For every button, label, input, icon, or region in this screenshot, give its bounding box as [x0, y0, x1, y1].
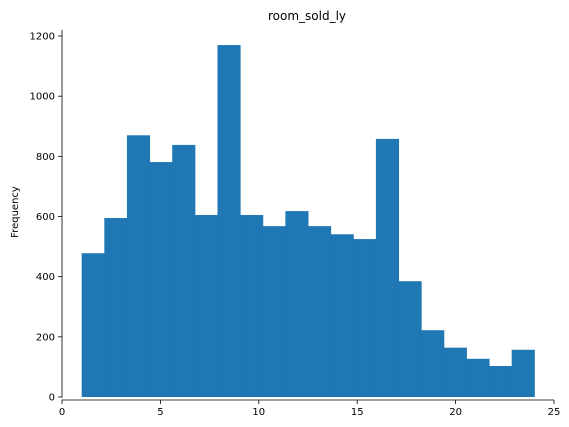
y-tick-label: 800: [36, 152, 55, 163]
x-tick-label: 25: [548, 407, 561, 418]
histogram-bar: [81, 253, 105, 397]
histogram-bar: [217, 45, 241, 398]
y-axis-ticks: 0 200 400 600 800 1000 1200: [30, 32, 62, 404]
y-tick-label: 200: [36, 332, 55, 343]
histogram-bar: [194, 215, 218, 397]
histogram-bar: [466, 358, 490, 397]
histogram-bar: [443, 347, 467, 397]
y-axis-label: Frequency: [10, 186, 21, 238]
bars-group: [81, 45, 535, 398]
x-tick-label: 15: [351, 407, 364, 418]
histogram-bar: [126, 135, 151, 398]
histogram-bar: [172, 144, 196, 397]
y-tick-label: 600: [36, 212, 55, 223]
histogram-bar: [511, 349, 535, 397]
histogram-bar: [489, 366, 513, 397]
histogram-bar: [104, 218, 128, 397]
x-axis-ticks: 0 5 10 15 20 25: [59, 400, 561, 418]
x-tick-label: 20: [449, 407, 462, 418]
histogram-bar: [262, 226, 286, 397]
chart-title: room_sold_ly: [268, 9, 346, 23]
histogram-bar: [285, 211, 309, 397]
x-tick-label: 10: [252, 407, 265, 418]
y-tick-label: 1200: [30, 32, 55, 43]
histogram-bar: [353, 239, 377, 397]
histogram-bar: [330, 234, 354, 397]
y-tick-label: 1000: [30, 92, 55, 103]
y-tick-label: 0: [49, 393, 55, 404]
x-tick-label: 0: [59, 407, 65, 418]
histogram-bar: [149, 162, 173, 397]
histogram-bar: [308, 226, 332, 397]
y-tick-label: 400: [36, 272, 55, 283]
histogram-bar: [240, 215, 264, 397]
histogram-bar: [421, 330, 445, 397]
histogram-bar: [398, 281, 422, 397]
x-tick-label: 5: [157, 407, 163, 418]
histogram-bar: [375, 138, 400, 397]
